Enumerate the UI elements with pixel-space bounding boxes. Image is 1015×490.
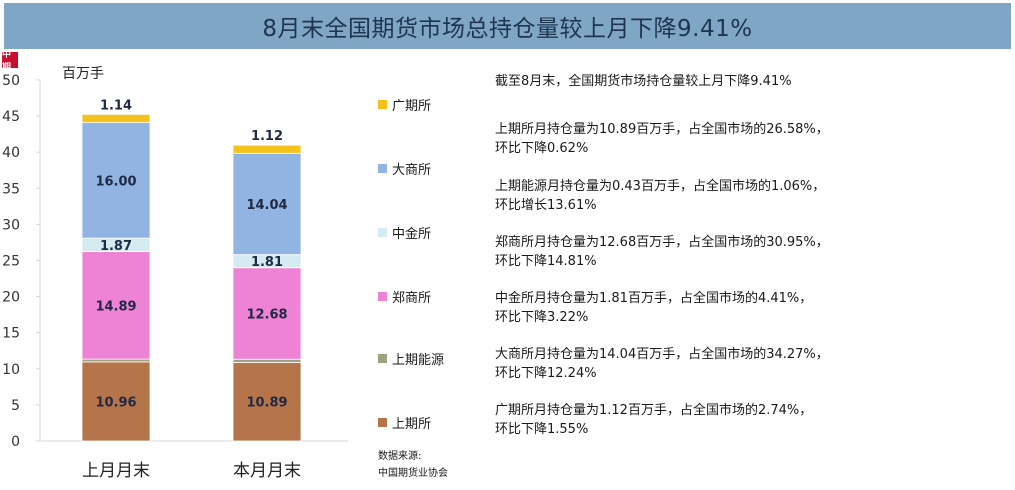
legend-swatch	[378, 292, 387, 301]
note-ine: 上期能源月持仓量为0.43百万手，占全国市场的1.06%， 环比增长13.61%	[495, 177, 825, 215]
bar-segment	[81, 361, 151, 442]
bar-segment	[81, 251, 151, 360]
y-tick-label: 20	[2, 290, 20, 306]
legend-item-cffex: 中金所	[378, 223, 488, 242]
bar-segment	[81, 113, 151, 123]
y-tick-label: 0	[11, 434, 20, 450]
data-label: 16.00	[95, 174, 136, 189]
note-line: 上期能源月持仓量为0.43百万手，占全国市场的1.06%，	[495, 179, 826, 194]
data-label: 14.89	[95, 299, 136, 314]
note-line: 上期所月持仓量为10.89百万手，占全国市场的26.58%，	[495, 122, 829, 137]
bar-segment	[232, 267, 302, 360]
legend-item-dce: 大商所	[378, 159, 488, 178]
legend-label: 上期所	[392, 417, 432, 432]
y-tick-label: 30	[2, 217, 20, 233]
legend-label: 大商所	[392, 163, 432, 178]
note-line: 环比下降0.62%	[495, 141, 589, 156]
source-name: 中国期货业协会	[378, 468, 448, 479]
bar-segment	[232, 144, 302, 154]
page-title: 8月末全国期货市场总持仓量较上月下降9.41%	[262, 16, 753, 42]
note-line: 环比下降12.24%	[495, 366, 597, 381]
note-line: 环比增长13.61%	[495, 198, 597, 213]
legend-item-shfe: 上期所	[378, 413, 488, 432]
note-line: 郑商所月持仓量为12.68百万手，占全国市场的30.95%，	[495, 235, 829, 250]
data-label: 12.68	[246, 307, 287, 322]
note-dce: 大商所月持仓量为14.04百万手，占全国市场的34.27%， 环比下降12.24…	[495, 345, 829, 383]
note-czce: 郑商所月持仓量为12.68百万手，占全国市场的30.95%， 环比下降14.81…	[495, 233, 829, 271]
legend-swatch	[378, 418, 387, 427]
bar-segment	[232, 152, 302, 256]
legend-swatch	[378, 100, 387, 109]
bar-segment	[81, 358, 151, 363]
data-label: 1.12	[251, 129, 283, 144]
legend-label: 郑商所	[392, 291, 432, 306]
y-tick-label: 40	[2, 145, 20, 161]
data-source: 数据来源: 中国期货业协会	[378, 448, 448, 482]
legend-label: 广期所	[392, 99, 432, 114]
legend-swatch	[378, 164, 387, 173]
data-label: 14.04	[246, 198, 287, 213]
note-line: 环比下降3.22%	[495, 310, 589, 325]
y-tick-label: 50	[2, 73, 20, 89]
bar-segment	[81, 122, 151, 239]
bar-segment	[232, 358, 302, 363]
legend-swatch	[378, 228, 387, 237]
bar-segment	[232, 361, 302, 442]
y-tick-label: 35	[2, 181, 20, 197]
data-label: 10.96	[95, 395, 136, 410]
note-summary: 截至8月末，全国期货市场持仓量较上月下降9.41%	[495, 72, 792, 91]
legend-swatch	[378, 354, 387, 363]
y-tick-label: 45	[2, 109, 20, 125]
note-line: 大商所月持仓量为14.04百万手，占全国市场的34.27%，	[495, 347, 829, 362]
data-label: 1.14	[100, 98, 132, 113]
y-tick-label: 5	[11, 398, 20, 414]
legend-label: 中金所	[392, 227, 432, 242]
x-tick-label: 上月月末	[82, 461, 150, 481]
note-line: 截至8月末，全国期货市场持仓量较上月下降9.41%	[495, 74, 792, 89]
legend-label: 上期能源	[392, 353, 445, 368]
y-tick-label: 25	[2, 254, 20, 270]
y-tick-label: 10	[2, 362, 20, 378]
legend-item-gfex: 广期所	[378, 95, 488, 114]
data-label: 1.87	[100, 239, 132, 254]
data-label: 1.81	[251, 255, 283, 270]
note-line: 环比下降14.81%	[495, 254, 597, 269]
title-bar: 8月末全国期货市场总持仓量较上月下降9.41%	[4, 3, 1011, 49]
data-label: 10.89	[246, 396, 287, 411]
note-line: 中金所月持仓量为1.81百万手，占全国市场的4.41%，	[495, 291, 813, 306]
note-shfe: 上期所月持仓量为10.89百万手，占全国市场的26.58%， 环比下降0.62%	[495, 120, 829, 158]
legend-item-ine: 上期能源	[378, 349, 488, 368]
x-tick-label: 本月月末	[233, 461, 301, 481]
note-gfex: 广期所月持仓量为1.12百万手，占全国市场的2.74%， 环比下降1.55%	[495, 401, 812, 439]
y-axis-unit-label: 百万手	[62, 66, 104, 82]
note-line: 广期所月持仓量为1.12百万手，占全国市场的2.74%，	[495, 403, 813, 418]
y-tick-label: 15	[2, 326, 20, 342]
note-line: 环比下降1.55%	[495, 422, 589, 437]
legend-item-czce: 郑商所	[378, 287, 488, 306]
source-label: 数据来源:	[378, 451, 422, 462]
note-cffex: 中金所月持仓量为1.81百万手，占全国市场的4.41%， 环比下降3.22%	[495, 289, 812, 327]
